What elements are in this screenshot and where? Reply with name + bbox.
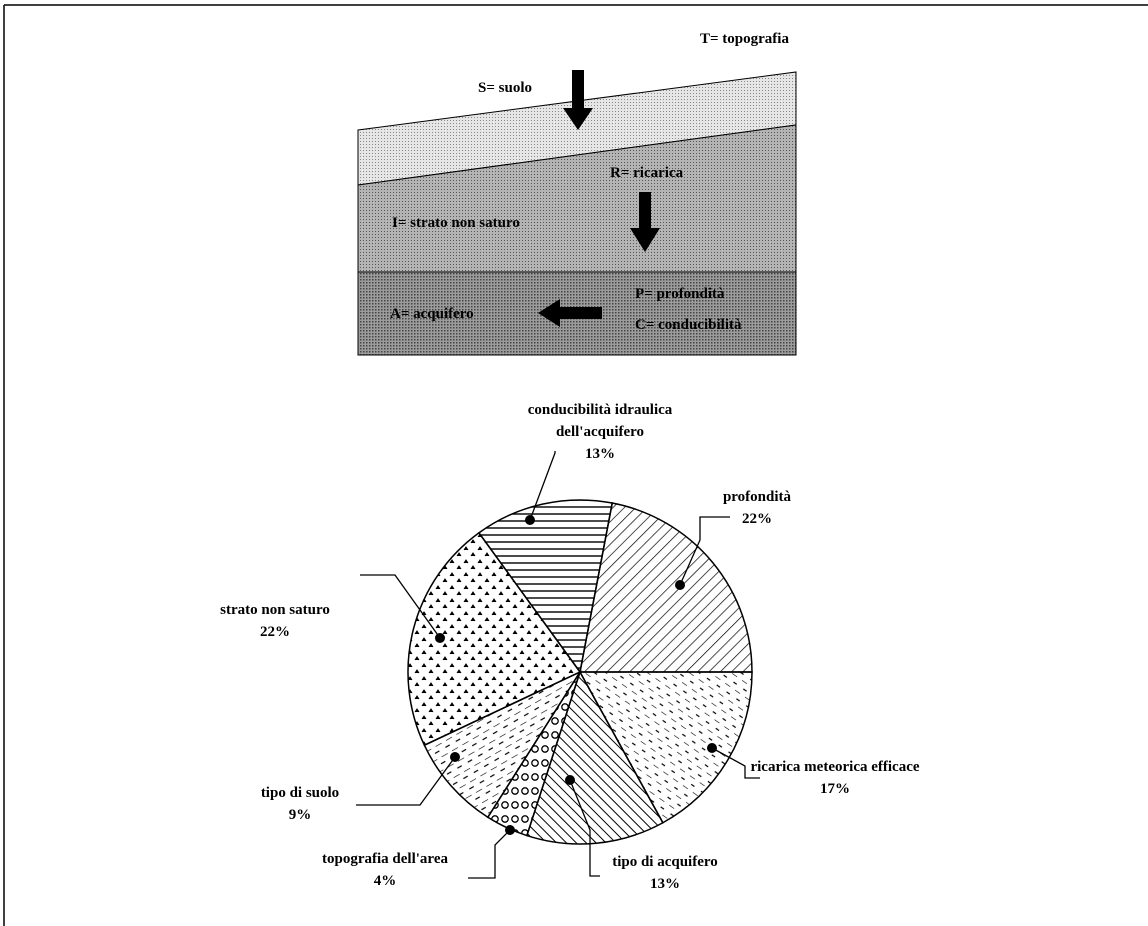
leader-dot: [675, 580, 685, 590]
category-label: profondità: [700, 486, 814, 508]
value-label: 22%: [185, 621, 365, 643]
label: S= suolo: [478, 80, 532, 96]
value-label: 9%: [245, 804, 355, 826]
category-label: conducibilità idraulica dell'acquifero: [520, 399, 680, 443]
category-label: topografia dell'area: [290, 848, 480, 870]
value-label: 13%: [520, 443, 680, 465]
leader-dot: [435, 633, 445, 643]
leader-dot: [525, 515, 535, 525]
leader-dot: [565, 775, 575, 785]
page: T= topografia S= suolo R= ricarica I= st…: [0, 0, 1148, 926]
value-label: 17%: [740, 778, 930, 800]
label: A= acquifero: [390, 306, 474, 322]
leader-dot: [707, 743, 717, 753]
label: R= ricarica: [610, 165, 684, 181]
value-label: 4%: [290, 870, 480, 892]
label: I= strato non saturo: [392, 215, 520, 231]
value-label: 13%: [590, 873, 740, 895]
category-label: tipo di suolo: [245, 782, 355, 804]
leader-dot: [450, 752, 460, 762]
label: P= profondità: [635, 286, 725, 302]
label: T= topografia: [700, 31, 789, 47]
label: C= conducibilità: [635, 317, 742, 333]
layers-diagram: T= topografia S= suolo R= ricarica I= st…: [358, 31, 796, 355]
value-label: 22%: [700, 508, 814, 530]
leader-dot: [505, 825, 515, 835]
category-label: ricarica meteorica efficace: [740, 756, 930, 778]
category-label: strato non saturo: [185, 599, 365, 621]
category-label: tipo di acquifero: [590, 851, 740, 873]
